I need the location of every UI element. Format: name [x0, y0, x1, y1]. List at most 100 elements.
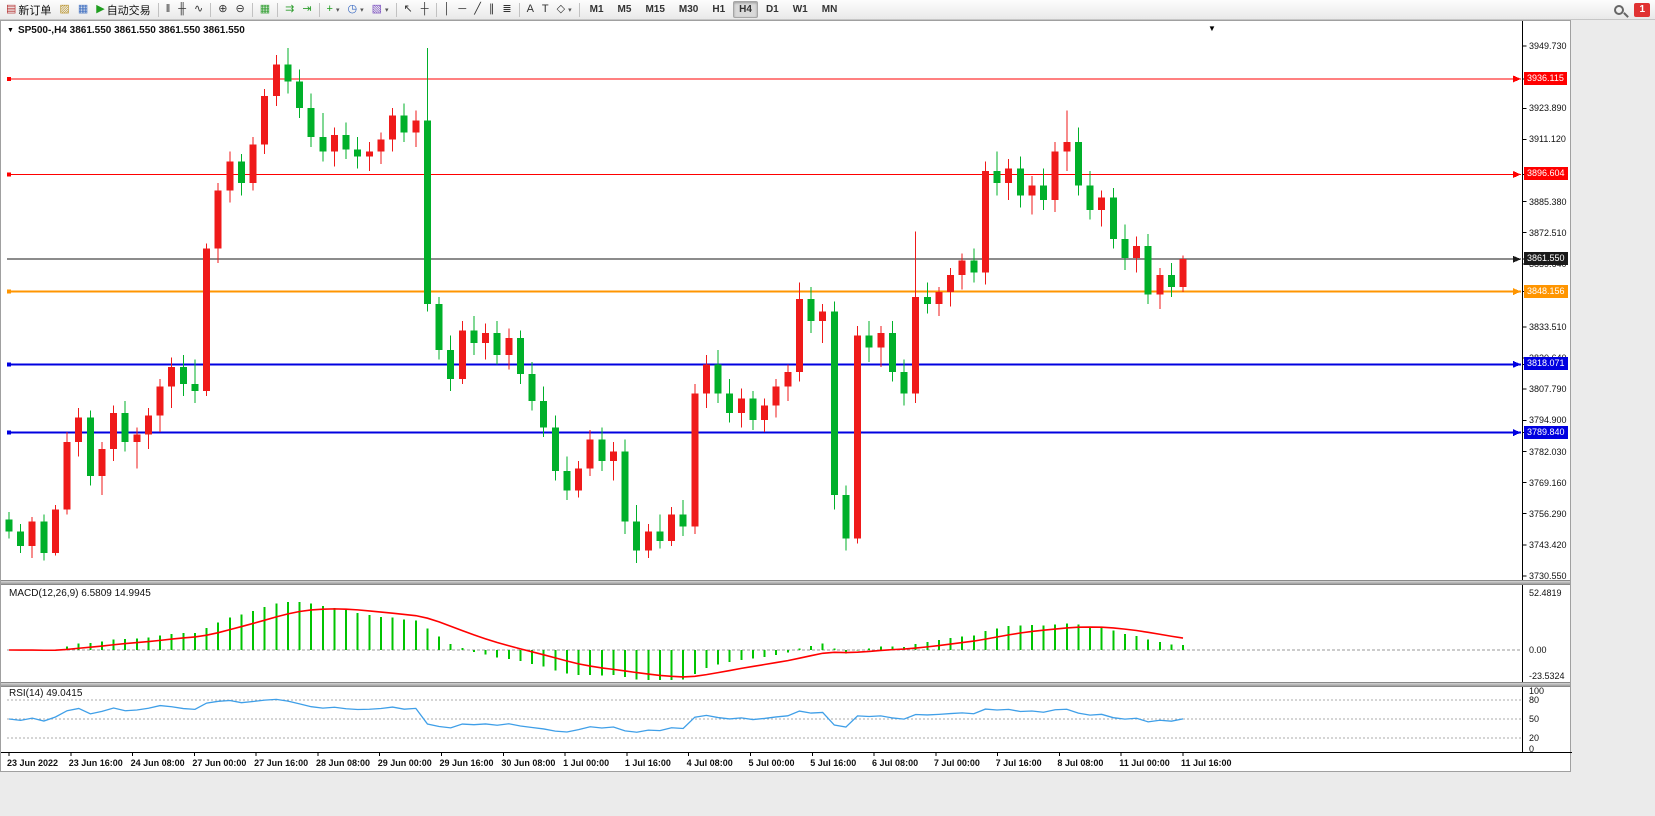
scroll-anchor-icon[interactable]: ▼: [1208, 24, 1216, 33]
macd-scale-label: 52.4819: [1529, 588, 1562, 598]
time-axis-label: 30 Jun 08:00: [501, 758, 556, 768]
chart-profiles-icon-icon: ▨: [59, 3, 70, 15]
text-label-button[interactable]: T: [538, 1, 553, 18]
price-axis[interactable]: 3949.730 3923.890 3911.120 3885.380 3872.510…: [1523, 21, 1571, 773]
toolbar-separator: [518, 2, 520, 17]
timeframe-button-m15[interactable]: M15: [639, 1, 670, 18]
chart-plot-area[interactable]: [1, 21, 1572, 773]
text-button[interactable]: A: [523, 1, 538, 18]
fibonacci-icon: ≣: [502, 3, 512, 15]
time-axis-label: 6 Jul 08:00: [872, 758, 919, 768]
chevron-down-icon: ▾: [385, 6, 389, 14]
trendline-button[interactable]: ╱: [470, 1, 485, 18]
chevron-down-icon: ▾: [335, 6, 340, 14]
arrows-button[interactable]: ◇ ▾: [553, 1, 576, 18]
time-axis-label: 23 Jun 16:00: [68, 758, 123, 768]
timeframe-button-m30[interactable]: M30: [673, 1, 704, 18]
time-axis-label: 7 Jul 00:00: [933, 758, 980, 768]
time-axis-label: 4 Jul 08:00: [686, 758, 733, 768]
macd-scale-label: 0.00: [1529, 645, 1547, 655]
vertical-line-button[interactable]: │: [440, 1, 455, 18]
bar-chart-icon: ‖: [165, 3, 171, 15]
crosshair-button[interactable]: ┼: [417, 1, 433, 18]
panel-separator[interactable]: [1, 682, 1570, 687]
timeframe-button-w1[interactable]: W1: [787, 1, 814, 18]
tile-windows-button[interactable]: ▦: [256, 1, 274, 18]
templates-button[interactable]: ▧ ▾: [368, 1, 393, 18]
time-axis-label: 5 Jul 16:00: [810, 758, 857, 768]
zoom-out-button[interactable]: ⊖: [231, 1, 248, 18]
horizontal-line-button[interactable]: ─: [454, 1, 470, 18]
fibonacci-button[interactable]: ≣: [498, 1, 515, 18]
price-axis-label: 3730.550: [1529, 570, 1567, 581]
price-badge: 3861.550: [1524, 252, 1568, 266]
rsi-scale-label: 100: [1529, 686, 1545, 696]
vertical-line-icon: │: [443, 3, 451, 15]
chart-shift-button[interactable]: ⇥: [298, 1, 315, 18]
time-axis-label: 23 Jun 2022: [7, 758, 59, 768]
equidistant-channel-icon: ∥: [488, 3, 495, 15]
crosshair-icon: ┼: [420, 3, 429, 15]
text-icon: A: [526, 3, 534, 15]
toolbar-separator: [578, 2, 580, 17]
auto-scroll-icon: ⇉: [285, 3, 295, 15]
timeframe-button-d1[interactable]: D1: [760, 1, 785, 18]
auto-scroll-button[interactable]: ⇉: [281, 1, 298, 18]
time-axis-label: 7 Jul 16:00: [995, 758, 1042, 768]
auto-trading-button[interactable]: ▶ 自动交易: [92, 1, 154, 18]
rsi-scale-label: 0: [1529, 744, 1535, 754]
auto-trading-button-label: 自动交易: [106, 4, 151, 17]
toolbar-separator: [435, 2, 437, 17]
time-axis-label: 5 Jul 00:00: [748, 758, 795, 768]
time-axis-label: 11 Jul 16:00: [1181, 758, 1232, 768]
price-axis-label: 3769.160: [1529, 477, 1567, 488]
price-axis-label: 3872.510: [1529, 227, 1567, 238]
new-order-button[interactable]: ▤ 新订单: [2, 1, 55, 18]
periods-button[interactable]: ◷ ▾: [343, 1, 367, 18]
chart-profiles-icon-button[interactable]: ▨: [55, 1, 73, 18]
price-badge: 3818.071: [1524, 357, 1568, 371]
periods-icon: ◷: [347, 3, 358, 15]
cursor-button[interactable]: ↖: [400, 1, 417, 18]
panel-separator[interactable]: [1, 580, 1570, 585]
price-axis-label: 3923.890: [1529, 103, 1567, 114]
timeframe-button-h1[interactable]: H1: [706, 1, 731, 18]
toolbar-separator: [318, 2, 320, 17]
candlestick-chart-button[interactable]: ╫: [174, 1, 190, 18]
bar-chart-button[interactable]: ‖: [162, 1, 175, 18]
rsi-scale-label: 80: [1529, 694, 1540, 705]
time-axis-label: 29 Jun 16:00: [439, 758, 494, 768]
line-chart-button[interactable]: ∿: [190, 1, 207, 18]
toolbar-separator: [251, 2, 253, 17]
zoom-in-icon: ⊕: [218, 3, 228, 15]
price-axis-label: 3807.790: [1529, 384, 1567, 395]
time-axis-label: 27 Jun 00:00: [192, 758, 247, 768]
indicators-button[interactable]: + ▾: [323, 1, 344, 18]
toolbar-right: 1: [1614, 0, 1650, 20]
timeframe-button-h4[interactable]: H4: [733, 1, 758, 18]
timeframe-button-m1[interactable]: M1: [584, 1, 610, 18]
search-icon[interactable]: [1614, 5, 1625, 15]
macd-signal-line: [8, 608, 1184, 678]
toolbar-separator: [277, 2, 279, 17]
timeframe-button-m5[interactable]: M5: [612, 1, 638, 18]
equidistant-channel-button[interactable]: ∥: [485, 1, 499, 18]
rsi-line: [8, 698, 1184, 733]
macd-histogram: [19, 601, 1184, 680]
time-axis-label: 11 Jul 00:00: [1119, 758, 1170, 768]
arrows-icon: ◇: [556, 3, 566, 15]
chart-dropdown-icon[interactable]: ▼: [7, 27, 14, 34]
candlesticks: [5, 47, 1187, 563]
zoom-in-button[interactable]: ⊕: [214, 1, 231, 18]
time-axis[interactable]: 23 Jun 2022 23 Jun 16:00 24 Jun 08:00 27 Ju…: [1, 757, 1572, 773]
price-axis-label: 3885.380: [1529, 196, 1567, 207]
tile-windows-icon: ▦: [259, 3, 271, 15]
notification-badge[interactable]: 1: [1634, 3, 1650, 17]
horizontal-line-icon: ─: [458, 3, 467, 15]
macd-label: MACD(12,26,9) 6.5809 14.9945: [9, 588, 151, 599]
chevron-down-icon: ▾: [568, 6, 572, 14]
timeframe-button-mn[interactable]: MN: [816, 1, 844, 18]
market-watch-icon-button[interactable]: ▦: [74, 1, 92, 18]
time-axis-label: 29 Jun 00:00: [377, 758, 432, 768]
